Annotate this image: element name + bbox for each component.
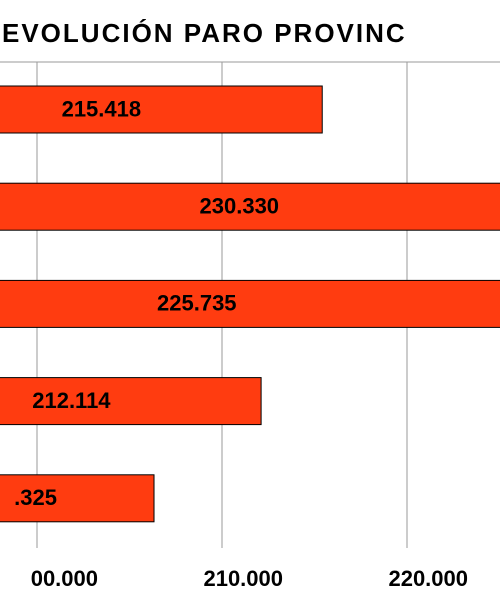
value-label: 230.330 xyxy=(200,194,280,219)
chart-title: EVOLUCIÓN PARO PROVINC xyxy=(2,18,407,48)
bar xyxy=(0,182,500,231)
value-label: 212.114 xyxy=(32,388,111,413)
x-tick-label: 220.000 xyxy=(388,566,468,591)
bar xyxy=(0,377,262,426)
x-tick-label: 210.000 xyxy=(203,566,283,591)
x-tick-label: 00.000 xyxy=(31,566,98,591)
bar xyxy=(0,474,155,523)
value-label: .325 xyxy=(14,485,57,510)
bar xyxy=(0,279,500,328)
value-label: 225.735 xyxy=(157,291,237,316)
bar xyxy=(0,85,323,134)
value-label: 215.418 xyxy=(62,96,142,121)
